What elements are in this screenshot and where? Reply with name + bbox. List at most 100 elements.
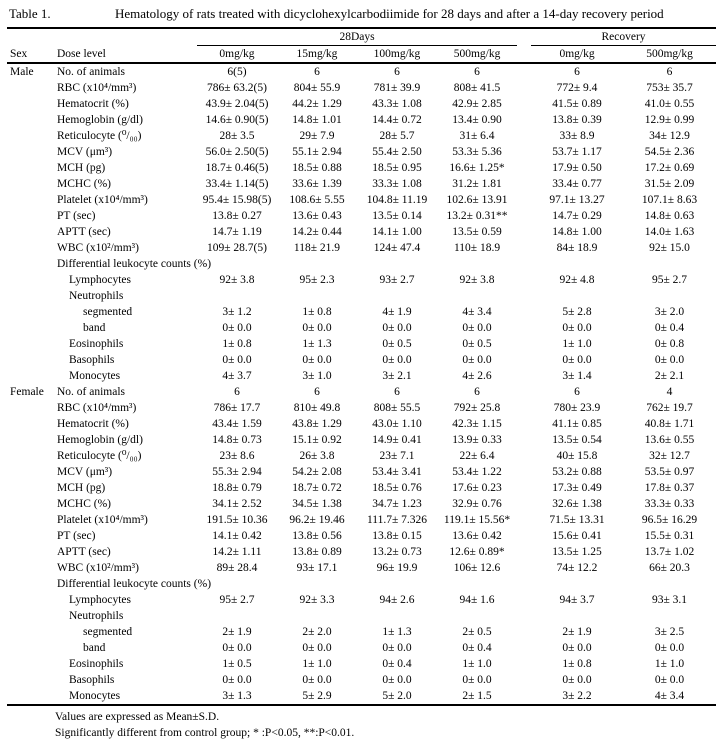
sex-label (7, 608, 55, 624)
table-row: MCV (μm³) 56.0± 2.50(5) 55.1± 2.94 55.4± 2.… (7, 144, 716, 160)
value-cell (437, 256, 517, 272)
sex-label (7, 496, 55, 512)
value-cell: 23± 7.1 (379, 450, 415, 462)
value-cell: 0± 0.0 (654, 674, 685, 686)
value-cell: 109± 28.7(5) (207, 242, 267, 254)
value-cell (357, 576, 437, 592)
value-cell: 17.8± 0.37 (644, 482, 695, 494)
table-row: Neutrophils (7, 608, 716, 624)
parameter-label: WBC (x10²/mm³) (57, 562, 139, 574)
dose-header-gap (517, 46, 531, 64)
value-cell: 43.8± 1.29 (292, 418, 342, 430)
table-row: Reticulocyte (⁰/₀₀) 28± 3.5 29± 7.9 28± 5.7… (7, 128, 716, 144)
sex-label (7, 336, 55, 352)
parameter-label: Differential leukocyte counts (%) (57, 578, 212, 590)
value-cell: 29± 7.9 (299, 130, 335, 142)
parameter-label: Basophils (69, 354, 115, 366)
sex-label (7, 688, 55, 705)
value-cell: 1± 1.3 (382, 626, 412, 638)
value-cell: 3± 2.5 (654, 626, 685, 638)
value-cell (277, 608, 357, 624)
parameter-label: Eosinophils (69, 338, 124, 350)
value-cell (623, 256, 716, 272)
sex-label (7, 80, 55, 96)
value-cell: 13.8± 0.89 (292, 546, 342, 558)
sex-label (7, 624, 55, 640)
table-row: band 0± 0.0 0± 0.0 0± 0.0 0± 0.0 0± 0.0 0± 0.4 (7, 320, 716, 336)
value-cell: 95± 2.7 (651, 274, 688, 286)
value-cell: 34.1± 2.52 (212, 498, 262, 510)
value-cell (531, 256, 623, 272)
value-cell: 44.2± 1.29 (292, 98, 342, 110)
value-cell: 14.7± 0.29 (552, 210, 602, 222)
table-row: Platelet (x10⁴/mm³) 95.4± 15.98(5) 108.6± … (7, 192, 716, 208)
column-gap (517, 480, 531, 496)
value-cell (357, 288, 437, 304)
value-cell: 13.7± 1.02 (644, 546, 695, 558)
value-cell: 781± 39.9 (373, 82, 421, 94)
parameter-label: No. of animals (57, 386, 126, 398)
value-cell: 94± 2.6 (379, 594, 415, 606)
column-gap (517, 416, 531, 432)
sex-label (7, 128, 55, 144)
table-row: Neutrophils (7, 288, 716, 304)
column-gap (517, 640, 531, 656)
table-row: MCV (μm³) 55.3± 2.94 54.2± 2.08 53.4± 3.41 5… (7, 464, 716, 480)
column-gap (517, 96, 531, 112)
value-cell: 34.7± 1.23 (372, 498, 422, 510)
value-cell (277, 576, 357, 592)
table-footnotes: Values are expressed as Mean±S.D. Signif… (7, 706, 716, 741)
sex-label (7, 528, 55, 544)
value-cell: 43.4± 1.59 (212, 418, 262, 430)
value-cell: 753± 35.7 (646, 82, 693, 94)
value-cell: 23± 8.6 (219, 450, 255, 462)
value-cell (531, 576, 623, 592)
table-row: Female No. of animals 6 6 6 6 6 4 (7, 384, 716, 400)
parameter-label: Reticulocyte (⁰/₀₀) (57, 450, 142, 462)
value-cell: 3± 1.4 (562, 370, 592, 382)
parameter-label: Neutrophils (69, 610, 124, 622)
value-cell: 13.6± 0.55 (644, 434, 695, 446)
value-cell: 1± 0.5 (222, 658, 252, 670)
value-cell: 804± 55.9 (293, 82, 341, 94)
value-cell: 92± 3.8 (219, 274, 255, 286)
value-cell: 42.9± 2.85 (452, 98, 502, 110)
value-cell: 96.2± 19.46 (289, 514, 345, 526)
value-cell: 792± 25.8 (453, 402, 501, 414)
value-cell: 118± 21.9 (293, 242, 341, 254)
column-gap (517, 400, 531, 416)
value-cell: 18.8± 0.79 (212, 482, 262, 494)
column-group-row: 28Days Recovery (7, 28, 717, 46)
column-gap (517, 592, 531, 608)
value-cell: 12.9± 0.99 (644, 114, 695, 126)
value-cell: 13.8± 0.56 (292, 530, 342, 542)
value-cell: 13.5± 0.59 (452, 226, 502, 238)
sex-label (7, 96, 55, 112)
table-row: Basophils 0± 0.0 0± 0.0 0± 0.0 0± 0.0 0± 0.0 0… (7, 672, 716, 688)
value-cell: 6 (394, 386, 400, 398)
parameter-label: Lymphocytes (69, 274, 131, 286)
value-cell: 102.6± 13.91 (446, 194, 508, 206)
value-cell: 6 (394, 66, 400, 78)
value-cell: 111.7± 7.326 (366, 514, 428, 526)
value-cell: 34± 12.9 (649, 130, 690, 142)
value-cell: 95± 2.3 (299, 274, 335, 286)
value-cell: 56.0± 2.50(5) (205, 146, 269, 158)
value-cell: 13.2± 0.73 (372, 546, 422, 558)
value-cell: 0± 0.5 (382, 338, 412, 350)
value-cell: 6 (666, 66, 673, 78)
column-gap (517, 464, 531, 480)
value-cell: 93± 2.7 (379, 274, 415, 286)
value-cell (437, 576, 517, 592)
value-cell: 33.3± 1.08 (372, 178, 422, 190)
value-cell: 84± 18.9 (556, 242, 598, 254)
value-cell: 0± 0.0 (462, 322, 492, 334)
value-cell: 43.0± 1.10 (372, 418, 422, 430)
value-cell: 33± 8.9 (559, 130, 595, 142)
value-cell: 0± 0.0 (302, 642, 332, 654)
value-cell: 786± 63.2(5) (207, 82, 267, 94)
value-cell: 14.9± 0.41 (372, 434, 422, 446)
column-gap (517, 336, 531, 352)
table-row: Hematocrit (%) 43.4± 1.59 43.8± 1.29 43.0± … (7, 416, 716, 432)
sex-label (7, 112, 55, 128)
